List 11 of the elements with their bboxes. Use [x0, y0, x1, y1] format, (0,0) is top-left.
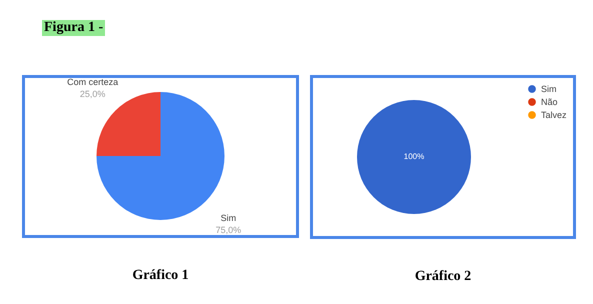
legend-label: Talvez: [541, 110, 568, 120]
slice-label: Com certeza: [67, 77, 118, 88]
text: Gráfico 1: [131, 268, 190, 284]
data-label: 75,0%: [216, 224, 242, 235]
legend-label: Sim: [541, 84, 556, 94]
chart-title: Figura 1 -: [42, 20, 106, 36]
text: Gráfico 2: [414, 269, 472, 285]
data-label: 100%: [404, 152, 424, 161]
legend-label: Não: [541, 97, 558, 107]
data-label: 25,0%: [80, 89, 106, 100]
slice-label: Sim: [220, 212, 236, 223]
